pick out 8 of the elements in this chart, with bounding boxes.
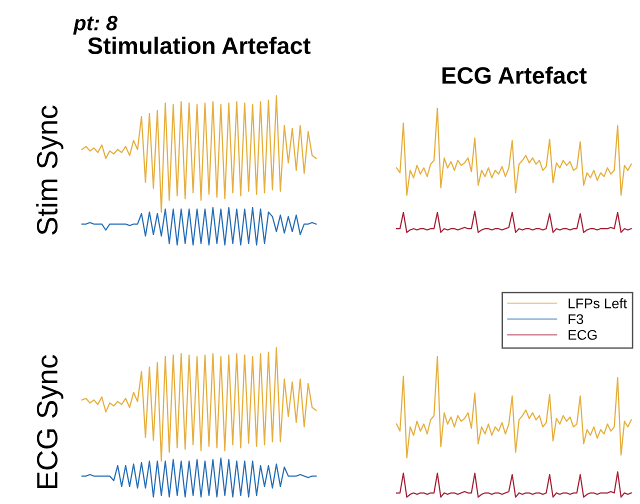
y-axis-title: Stim Sync <box>36 105 64 235</box>
y-axis-title: ECG Sync <box>36 355 64 488</box>
text: pt: 8 <box>73 16 118 35</box>
legend-label: ECG <box>568 330 597 340</box>
legend-label: F3 <box>568 314 584 324</box>
chart-title: Stimulation Artefact <box>88 36 310 54</box>
legend-label: LFPs Left <box>568 298 627 308</box>
chart-title: ECG Artefact <box>442 66 587 84</box>
